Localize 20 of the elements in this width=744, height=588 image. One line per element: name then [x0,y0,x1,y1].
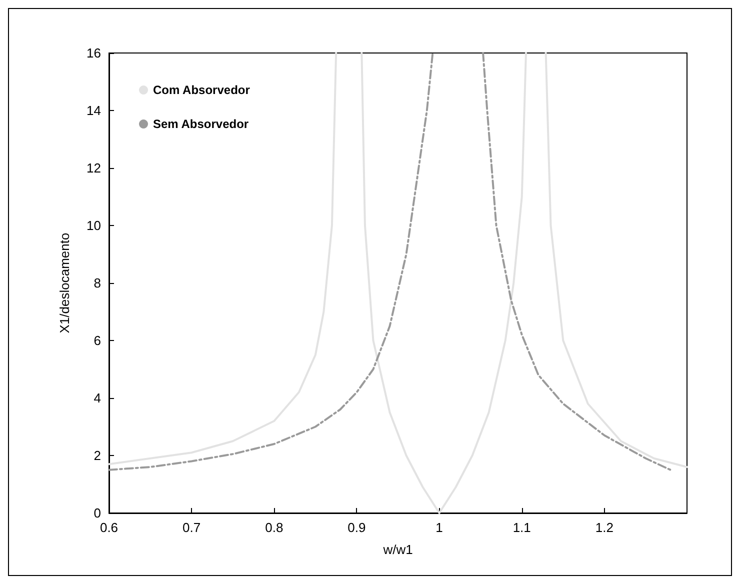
y-tick-label: 6 [94,333,101,348]
y-axis-title: X1/deslocamento [57,232,72,334]
y-tick-label: 14 [86,103,101,118]
y-tick-label: 2 [94,448,101,463]
legend-label: Com Absorvedor [153,83,250,97]
x-tick-label: 1.2 [595,520,614,535]
y-tick-label: 10 [86,218,101,233]
x-tick-label: 0.6 [100,520,118,535]
x-tick-label: 0.9 [348,520,366,535]
x-tick-label: 1 [436,520,443,535]
y-tick-label: 4 [94,390,101,406]
y-tick-label: 12 [86,160,101,176]
y-tick-label: 0 [94,506,101,520]
x-tick-label: 0.7 [182,520,201,535]
x-tick-label: 1.1 [512,520,531,535]
x-tick-label: 0.8 [265,520,284,535]
x-axis-title: w/w1 [382,542,413,557]
legend-label: Sem Absorvedor [153,117,249,131]
y-tick-label: 8 [94,276,101,290]
y-tick-label: 16 [86,46,101,60]
